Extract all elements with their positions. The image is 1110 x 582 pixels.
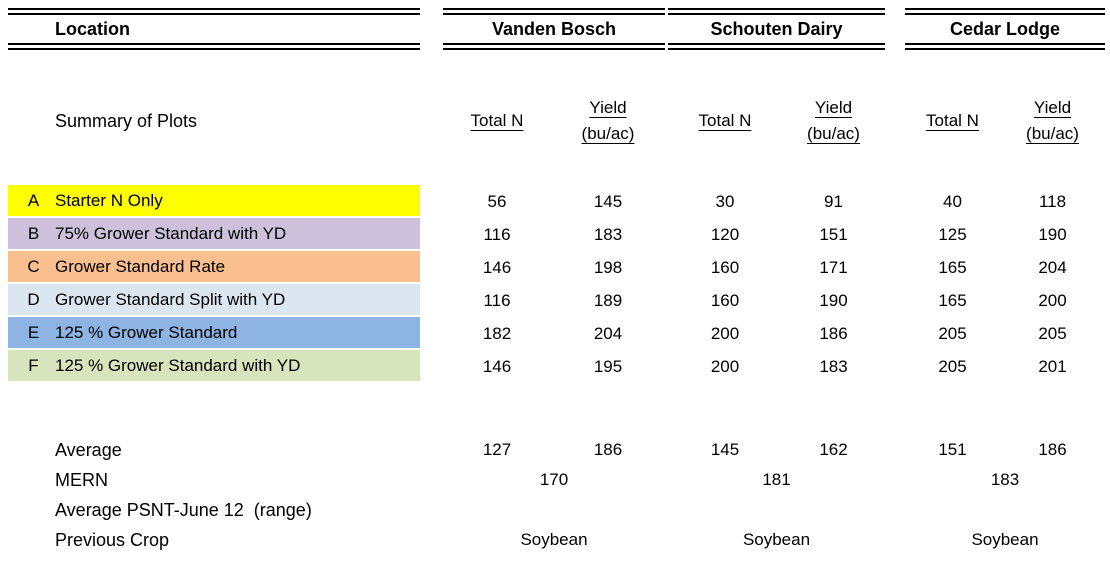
- schouten-dairy-header-cell: Schouten Dairy: [668, 8, 885, 50]
- plot-label: Grower Standard Split with YD: [47, 284, 420, 317]
- vb-total-n-value: 116: [483, 224, 511, 244]
- schouten-dairy-label: Schouten Dairy: [710, 18, 843, 39]
- sd-yield-value: 190: [819, 290, 848, 310]
- cl-average-total-n: 151: [938, 440, 967, 459]
- plot-letter: C: [8, 251, 47, 284]
- vb-mern-value: 170: [539, 470, 569, 489]
- plot-letter: D: [8, 284, 47, 317]
- cl-average-yield: 186: [1038, 440, 1067, 459]
- sd-previous-crop: Soybean: [742, 530, 811, 549]
- vb-average-total-n: 127: [482, 440, 512, 459]
- plot-letter: B: [8, 218, 47, 251]
- vanden-bosch-header-cell: Vanden Bosch: [443, 8, 665, 50]
- summary-of-plots-label: Summary of Plots: [55, 110, 198, 131]
- cl-yield-value: 205: [1038, 323, 1067, 343]
- cl-total-n-value: 165: [938, 257, 967, 277]
- mern-label: MERN: [55, 469, 108, 490]
- sd-yield-value: 151: [819, 224, 848, 244]
- cl-total-n-value: 205: [938, 323, 967, 343]
- cl-previous-crop: Soybean: [971, 530, 1039, 549]
- table-row-f: F 125 % Grower Standard with YD 146 195 …: [8, 350, 1110, 383]
- table-row-e: E 125 % Grower Standard 182 204 200 186 …: [8, 317, 1110, 350]
- plot-label: 125 % Grower Standard with YD: [47, 350, 420, 383]
- vb-total-n-value: 182: [482, 323, 512, 343]
- location-header-label: Location: [55, 18, 130, 39]
- cl-yield-header: Yield (bu/ac): [1026, 98, 1079, 143]
- cl-total-n-value: 125: [938, 224, 967, 244]
- table-row-c: C Grower Standard Rate 146 198 160 171 1…: [8, 251, 1110, 284]
- sd-total-n-value: 160: [710, 257, 740, 277]
- previous-crop-row: Previous Crop Soybean Soybean Soybean: [8, 525, 1110, 555]
- table-row-d: D Grower Standard Split with YD 116 189 …: [8, 284, 1110, 317]
- vb-yield-value: 198: [593, 257, 623, 277]
- vb-previous-crop: Soybean: [520, 530, 588, 549]
- column-header-row: Summary of Plots Total N Yield (bu/ac) To…: [8, 90, 1110, 152]
- vb-total-n-value: 146: [482, 257, 512, 277]
- sd-yield-value: 171: [819, 257, 848, 277]
- cl-mern-value: 183: [990, 470, 1020, 489]
- cl-total-n-header: Total N: [926, 111, 979, 130]
- vb-total-n-value: 146: [482, 356, 512, 376]
- vb-yield-value: 189: [593, 290, 623, 310]
- vb-total-n-value: 56: [487, 191, 507, 211]
- cedar-lodge-header-cell: Cedar Lodge: [905, 8, 1105, 50]
- vb-yield-value: 145: [593, 191, 623, 211]
- average-label: Average: [55, 439, 122, 460]
- sd-total-n-header: Total N: [698, 111, 752, 130]
- sd-total-n-value: 200: [710, 356, 740, 376]
- table-row-b: B 75% Grower Standard with YD 116 183 12…: [8, 218, 1110, 251]
- sd-total-n-value: 30: [715, 191, 735, 211]
- plot-letter: F: [8, 350, 47, 383]
- plot-label: Grower Standard Rate: [47, 251, 420, 284]
- vb-average-yield: 186: [593, 440, 623, 459]
- plot-rows: A Starter N Only 56 145 30 91 40 118 B 7…: [8, 185, 1110, 383]
- vb-yield-value: 183: [593, 224, 623, 244]
- cl-total-n-value: 205: [938, 356, 967, 376]
- table-header-row: Location Vanden Bosch Schouten Dairy Ced…: [8, 8, 1110, 50]
- vb-yield-header: Yield (bu/ac): [581, 98, 635, 143]
- vb-yield-value: 204: [593, 323, 623, 343]
- plot-letter: A: [8, 185, 47, 218]
- previous-crop-label: Previous Crop: [55, 529, 170, 550]
- average-row: Average 127 186 145 162 151 186: [8, 435, 1110, 465]
- sd-total-n-value: 200: [710, 323, 740, 343]
- psnt-row: Average PSNT-June 12 (range): [8, 495, 1110, 525]
- location-header-cell: Location: [8, 8, 420, 50]
- sd-yield-header: Yield (bu/ac): [807, 98, 860, 143]
- table-row-a: A Starter N Only 56 145 30 91 40 118: [8, 185, 1110, 218]
- sd-yield-value: 91: [824, 191, 843, 211]
- cl-yield-value: 118: [1038, 191, 1067, 211]
- cl-total-n-value: 165: [938, 290, 967, 310]
- sd-yield-value: 183: [819, 356, 848, 376]
- vb-yield-value: 195: [593, 356, 623, 376]
- vb-total-n-value: 116: [483, 290, 511, 310]
- vanden-bosch-label: Vanden Bosch: [491, 18, 617, 39]
- plot-label: 125 % Grower Standard: [47, 317, 420, 350]
- cl-yield-value: 200: [1038, 290, 1067, 310]
- vb-total-n-header: Total N: [470, 111, 524, 130]
- cl-yield-value: 190: [1038, 224, 1067, 244]
- sd-average-yield: 162: [819, 440, 848, 459]
- sd-average-total-n: 145: [710, 440, 740, 459]
- mern-row: MERN 170 181 183: [8, 465, 1110, 495]
- sd-total-n-value: 160: [710, 290, 740, 310]
- cedar-lodge-label: Cedar Lodge: [949, 18, 1060, 39]
- plot-letter: E: [8, 317, 47, 350]
- sd-mern-value: 181: [762, 470, 791, 489]
- plot-label: Starter N Only: [47, 185, 420, 218]
- plot-label: 75% Grower Standard with YD: [47, 218, 420, 251]
- psnt-label: Average PSNT-June 12 (range): [55, 499, 312, 520]
- cl-yield-value: 204: [1038, 257, 1067, 277]
- cl-total-n-value: 40: [943, 191, 962, 211]
- cl-yield-value: 201: [1038, 356, 1067, 376]
- sd-yield-value: 186: [819, 323, 848, 343]
- sd-total-n-value: 120: [710, 224, 740, 244]
